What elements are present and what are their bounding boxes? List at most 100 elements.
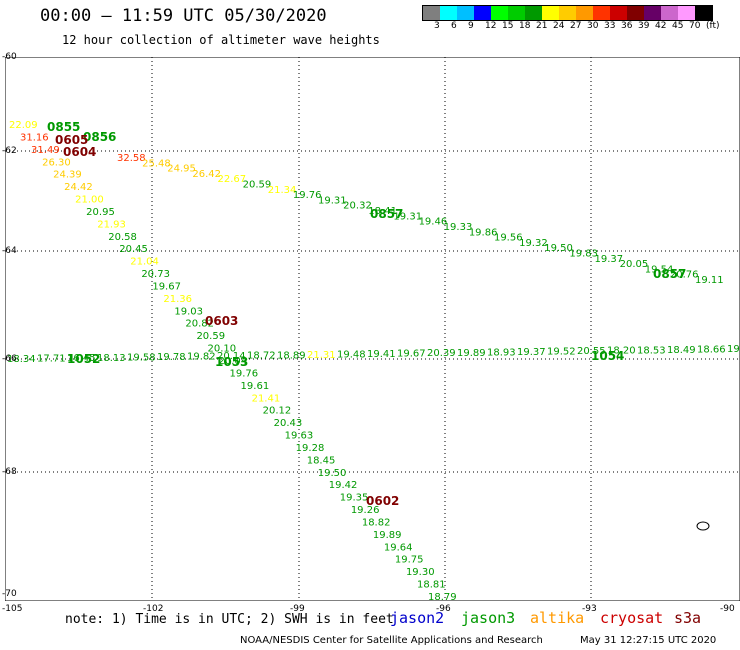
swh-value-track-a: 19.89 [373,530,402,541]
generated-timestamp: May 31 12:27:15 UTC 2020 [580,635,717,646]
swh-value-track-a: 24.39 [53,170,82,181]
color-scale-swatch [559,6,576,20]
lat-label-68: -68 [2,467,17,477]
swh-value-track-c: 18.20 [607,346,636,357]
swh-value-track-a: 19.30 [406,567,435,578]
color-scale-bar [422,5,713,21]
color-scale-tick: 15 [502,21,514,31]
legend-altika: altika [530,609,585,627]
swh-value-track-a: 21.00 [75,195,104,206]
swh-value-track-c: 19.89 [457,348,486,359]
pass-time-label: 0855 [47,120,80,134]
swh-value-track-b: 20.32 [343,201,372,212]
color-scale-tick: 12 [485,21,497,31]
color-scale-tick: 21 [536,21,548,31]
swh-value-track-b: 18.41 [368,206,397,217]
swh-value-track-a: 19.67 [152,281,181,292]
swh-value-track-a: 19.50 [318,468,347,479]
color-scale-swatch [661,6,678,20]
color-scale-swatch [678,6,695,20]
swh-value-track-b: 19.54 [645,264,674,275]
color-scale-tick: 70 [689,21,701,31]
swh-value-track-a: 31.16 [20,132,49,143]
swh-value-track-a: 20.45 [119,244,148,255]
swh-value-track-c: 19.41 [367,349,396,360]
color-scale-tick: 6 [451,21,457,31]
color-scale-tick: 45 [672,21,684,31]
lon-label-99: -99 [290,604,305,614]
swh-value-track-c: 19.82 [187,352,216,363]
note-text: note: 1) Time is in UTC; 2) SWH is in fe… [65,612,394,627]
color-scale-swatch [542,6,559,20]
swh-value-track-c: 19.37 [517,347,546,358]
color-scale-tick: 24 [553,21,565,31]
swh-value-track-b: 25.48 [142,158,171,169]
color-scale-swatch [593,6,610,20]
swh-value-track-b: 19.76 [293,190,322,201]
pass-time-label: 0856 [83,130,116,144]
legend-jason3: jason3 [461,609,516,627]
lon-label-96: -96 [436,604,451,614]
swh-value-track-b: 22.67 [218,174,247,185]
swh-value-track-a: 20.58 [108,232,137,243]
lat-label-70: -70 [2,589,17,599]
lon-label-90: -90 [720,604,735,614]
island-outline [696,521,710,531]
color-scale-swatch [491,6,508,20]
swh-value-track-b: 32.58 [117,153,146,164]
swh-value-track-c: 20.14 [217,351,246,362]
lat-label-60: -60 [2,52,17,62]
swh-value-track-c: 18.66 [697,344,726,355]
legend-cryosat: cryosat [600,609,664,627]
pass-time-label: 0857 [370,207,403,221]
swh-value-track-a: 19.28 [296,443,325,454]
pass-time-label: 0857 [653,267,686,281]
swh-value-track-a: 19.75 [395,555,424,566]
swh-value-track-a: 19.76 [230,368,259,379]
color-scale-swatch [457,6,474,20]
color-scale-tick: 3 [434,21,440,31]
swh-value-track-a: 24.42 [64,182,93,193]
swh-value-track-a: 18.82 [362,517,391,528]
swh-value-track-a: 19.03 [174,306,203,317]
swh-value-track-b: 24.95 [167,164,196,175]
swh-value-track-c: 18.89 [277,350,306,361]
swh-value-track-b: 20.76 [670,270,699,281]
swh-value-track-a: 20.04 [219,356,248,367]
swh-value-track-c: 18.49 [667,345,696,356]
lon-label-102: -102 [143,604,164,614]
swh-value-track-a: 21.04 [130,257,159,268]
swh-value-track-b: 19.86 [469,227,498,238]
color-scale-swatch [525,6,542,20]
pass-time-label: 0604 [63,145,96,159]
pass-time-label: 0602 [366,494,399,508]
swh-value-track-c: 20.55 [577,346,606,357]
pass-time-label: 1053 [215,355,248,369]
color-scale-swatch [576,6,593,20]
swh-value-track-c: 18.13 [97,353,126,364]
swh-value-track-b: 19.46 [419,217,448,228]
swh-value-track-b: 20.05 [620,259,649,270]
swh-value-track-b: 19.33 [444,222,473,233]
color-scale-tick: 33 [604,21,616,31]
swh-value-track-c: 18.34 [7,354,36,365]
color-scale-swatch [644,6,661,20]
swh-value-track-a: 19.26 [351,505,380,516]
swh-value-track-a: 20.73 [141,269,170,280]
swh-value-track-c: 19.52 [547,347,576,358]
swh-value-track-c: 19.48 [337,349,366,360]
pass-time-label: 0605 [55,133,88,147]
swh-value-track-c: 18.53 [637,345,666,356]
color-scale-swatch [508,6,525,20]
pass-time-label: 0603 [205,314,238,328]
color-scale-swatch [423,6,440,20]
color-scale-tick: 42 [655,21,667,31]
swh-value-track-b: 19.32 [519,238,548,249]
color-scale-tick: 9 [468,21,474,31]
swh-value-track-a: 31.49 [31,145,60,156]
color-scale-swatch [627,6,644,20]
swh-value-track-a: 22.09 [9,120,38,131]
swh-value-track-c: 18.72 [247,351,276,362]
